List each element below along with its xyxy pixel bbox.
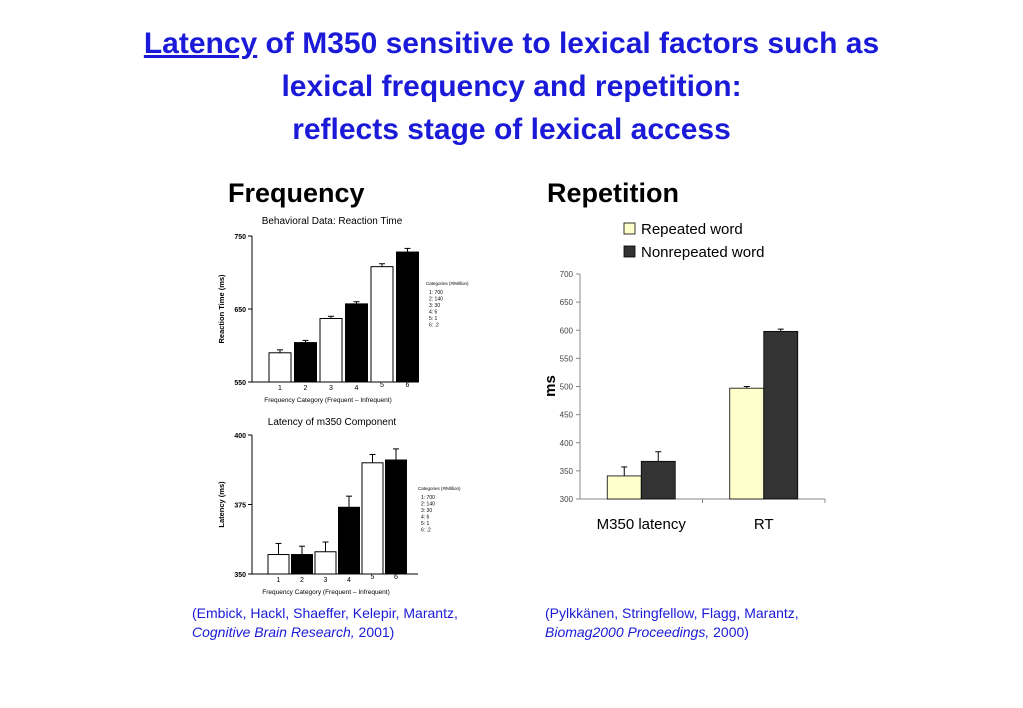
- title-line-2: lexical frequency and repetition:: [281, 70, 742, 103]
- lat-title: Latency of m350 Component: [268, 417, 397, 428]
- repetition-chart: Repeated word Nonrepeated word 300 350 400 45…: [542, 221, 826, 533]
- rt-bar-3: [319, 317, 343, 383]
- rep-y-tick-label: 400: [560, 439, 574, 448]
- rt-legend-item: 2: 140: [429, 297, 443, 303]
- rt-x-label: Frequency Category (Frequent – Infrequen…: [264, 397, 392, 404]
- lat-legend-item: 3: 30: [421, 508, 432, 514]
- lat-y-tick-label: 400: [234, 433, 246, 440]
- rep-bar-repeated-0: [606, 475, 642, 500]
- rt-legend-item: 6: .2: [429, 323, 439, 329]
- rt-bar-4: [345, 303, 368, 383]
- lat-bar-5: [361, 462, 384, 575]
- citation-right: (Pylkkänen, Stringfellow, Flagg, Marantz…: [545, 604, 799, 642]
- rt-bar-2: [294, 342, 317, 383]
- lat-y-label: Latency (ms): [217, 481, 226, 528]
- lat-legend-item: 4: 6: [421, 515, 430, 521]
- rep-bar-repeated-1: [729, 387, 765, 500]
- legend-label-repeated: Repeated word: [641, 221, 743, 238]
- rt-y-tick-label: 750: [234, 234, 246, 241]
- rt-y-tick-label: 550: [234, 380, 246, 387]
- lat-x-label: Frequency Category (Frequent – Infrequen…: [262, 589, 390, 596]
- lat-bar-1: [267, 554, 290, 575]
- rep-y-tick-label: 550: [560, 354, 574, 363]
- citation-left-journal: Cognitive Brain Research,: [192, 624, 355, 640]
- repetition-heading: Repetition: [547, 178, 679, 208]
- lat-x-tick-label: 1: [277, 577, 281, 584]
- lat-y-tick-label: 350: [234, 572, 246, 579]
- rep-y-tick-label: 300: [560, 495, 574, 504]
- m350-latency-chart: Latency of m350 Component 350 375 400 Latenc…: [217, 417, 461, 596]
- rep-y-tick-label: 600: [560, 326, 574, 335]
- rt-x-tick-label: 1: [278, 385, 282, 392]
- rt-title: Behavioral Data: Reaction Time: [262, 216, 403, 227]
- title-line-1: of M350 sensitive to lexical factors suc…: [257, 27, 880, 60]
- rt-x-tick-label: 4: [355, 385, 359, 392]
- rep-bar-nonrepeated-0: [640, 460, 676, 500]
- rep-y-label: ms: [542, 375, 559, 397]
- rep-bar-nonrepeated-1: [763, 330, 799, 500]
- lat-legend-title: Categories (#/Million): [418, 486, 461, 491]
- rt-bar-5: [370, 266, 394, 383]
- rt-y-label: Reaction Time (ms): [217, 274, 226, 344]
- rt-x-tick-label: 2: [304, 385, 308, 392]
- rt-bar-6: [396, 251, 419, 383]
- rep-y-tick-label: 450: [560, 411, 574, 420]
- legend-label-nonrepeated: Nonrepeated word: [641, 244, 764, 261]
- rt-legend-item: 1: 700: [429, 290, 443, 296]
- title-underlined-word: Latency: [143, 27, 258, 60]
- lat-bar-6: [385, 459, 407, 575]
- citation-left-year: 2001): [354, 624, 395, 640]
- rt-x-tick-label: 5: [380, 382, 384, 389]
- rt-bar-1: [268, 352, 292, 383]
- rt-x-tick-label: 3: [329, 385, 333, 392]
- lat-x-tick-label: 5: [371, 574, 375, 581]
- lat-x-tick-label: 6: [394, 574, 398, 581]
- rep-y-tick-label: 350: [560, 467, 574, 476]
- reaction-time-chart: Behavioral Data: Reaction Time 550 650 750 R…: [217, 216, 469, 404]
- rep-y-tick-label: 500: [560, 383, 574, 392]
- lat-x-tick-label: 2: [300, 577, 304, 584]
- rt-legend-item: 4: 6: [429, 310, 438, 316]
- lat-legend-item: 2: 140: [421, 502, 435, 508]
- lat-bar-4: [338, 506, 360, 575]
- slide-title: Latency of M350 sensitive to lexical fac…: [0, 22, 1023, 151]
- rep-y-tick-label: 700: [560, 270, 574, 279]
- rt-legend-title: Categories (#/Million): [426, 281, 469, 286]
- lat-legend-item: 5: 1: [421, 521, 430, 527]
- legend-swatch-repeated: [623, 222, 636, 235]
- lat-legend-item: 6: .2: [421, 528, 431, 534]
- lat-y-tick-label: 375: [234, 503, 246, 510]
- citation-right-journal: Biomag2000 Proceedings,: [545, 624, 710, 640]
- citation-left-authors: (Embick, Hackl, Shaeffer, Kelepir, Maran…: [192, 605, 458, 621]
- rt-legend-item: 5: 1: [429, 316, 438, 322]
- citation-right-year: 2000): [709, 624, 749, 640]
- lat-x-tick-label: 4: [347, 577, 351, 584]
- rep-category-label: M350 latency: [597, 516, 687, 533]
- rep-category-label: RT: [754, 516, 774, 533]
- citation-left: (Embick, Hackl, Shaeffer, Kelepir, Maran…: [192, 604, 458, 642]
- rt-y-tick-label: 650: [234, 307, 246, 314]
- lat-x-tick-label: 3: [324, 577, 328, 584]
- legend-swatch-nonrepeated: [623, 245, 636, 258]
- rep-y-tick-label: 650: [560, 298, 574, 307]
- frequency-heading: Frequency: [228, 178, 365, 208]
- lat-bar-3: [314, 551, 337, 575]
- title-line-3: reflects stage of lexical access: [292, 113, 731, 146]
- lat-legend-item: 1: 700: [421, 495, 435, 501]
- citation-right-authors: (Pylkkänen, Stringfellow, Flagg, Marantz…: [545, 605, 799, 621]
- rt-x-tick-label: 6: [406, 382, 410, 389]
- lat-bar-2: [291, 554, 313, 575]
- rt-legend-item: 3: 30: [429, 303, 440, 309]
